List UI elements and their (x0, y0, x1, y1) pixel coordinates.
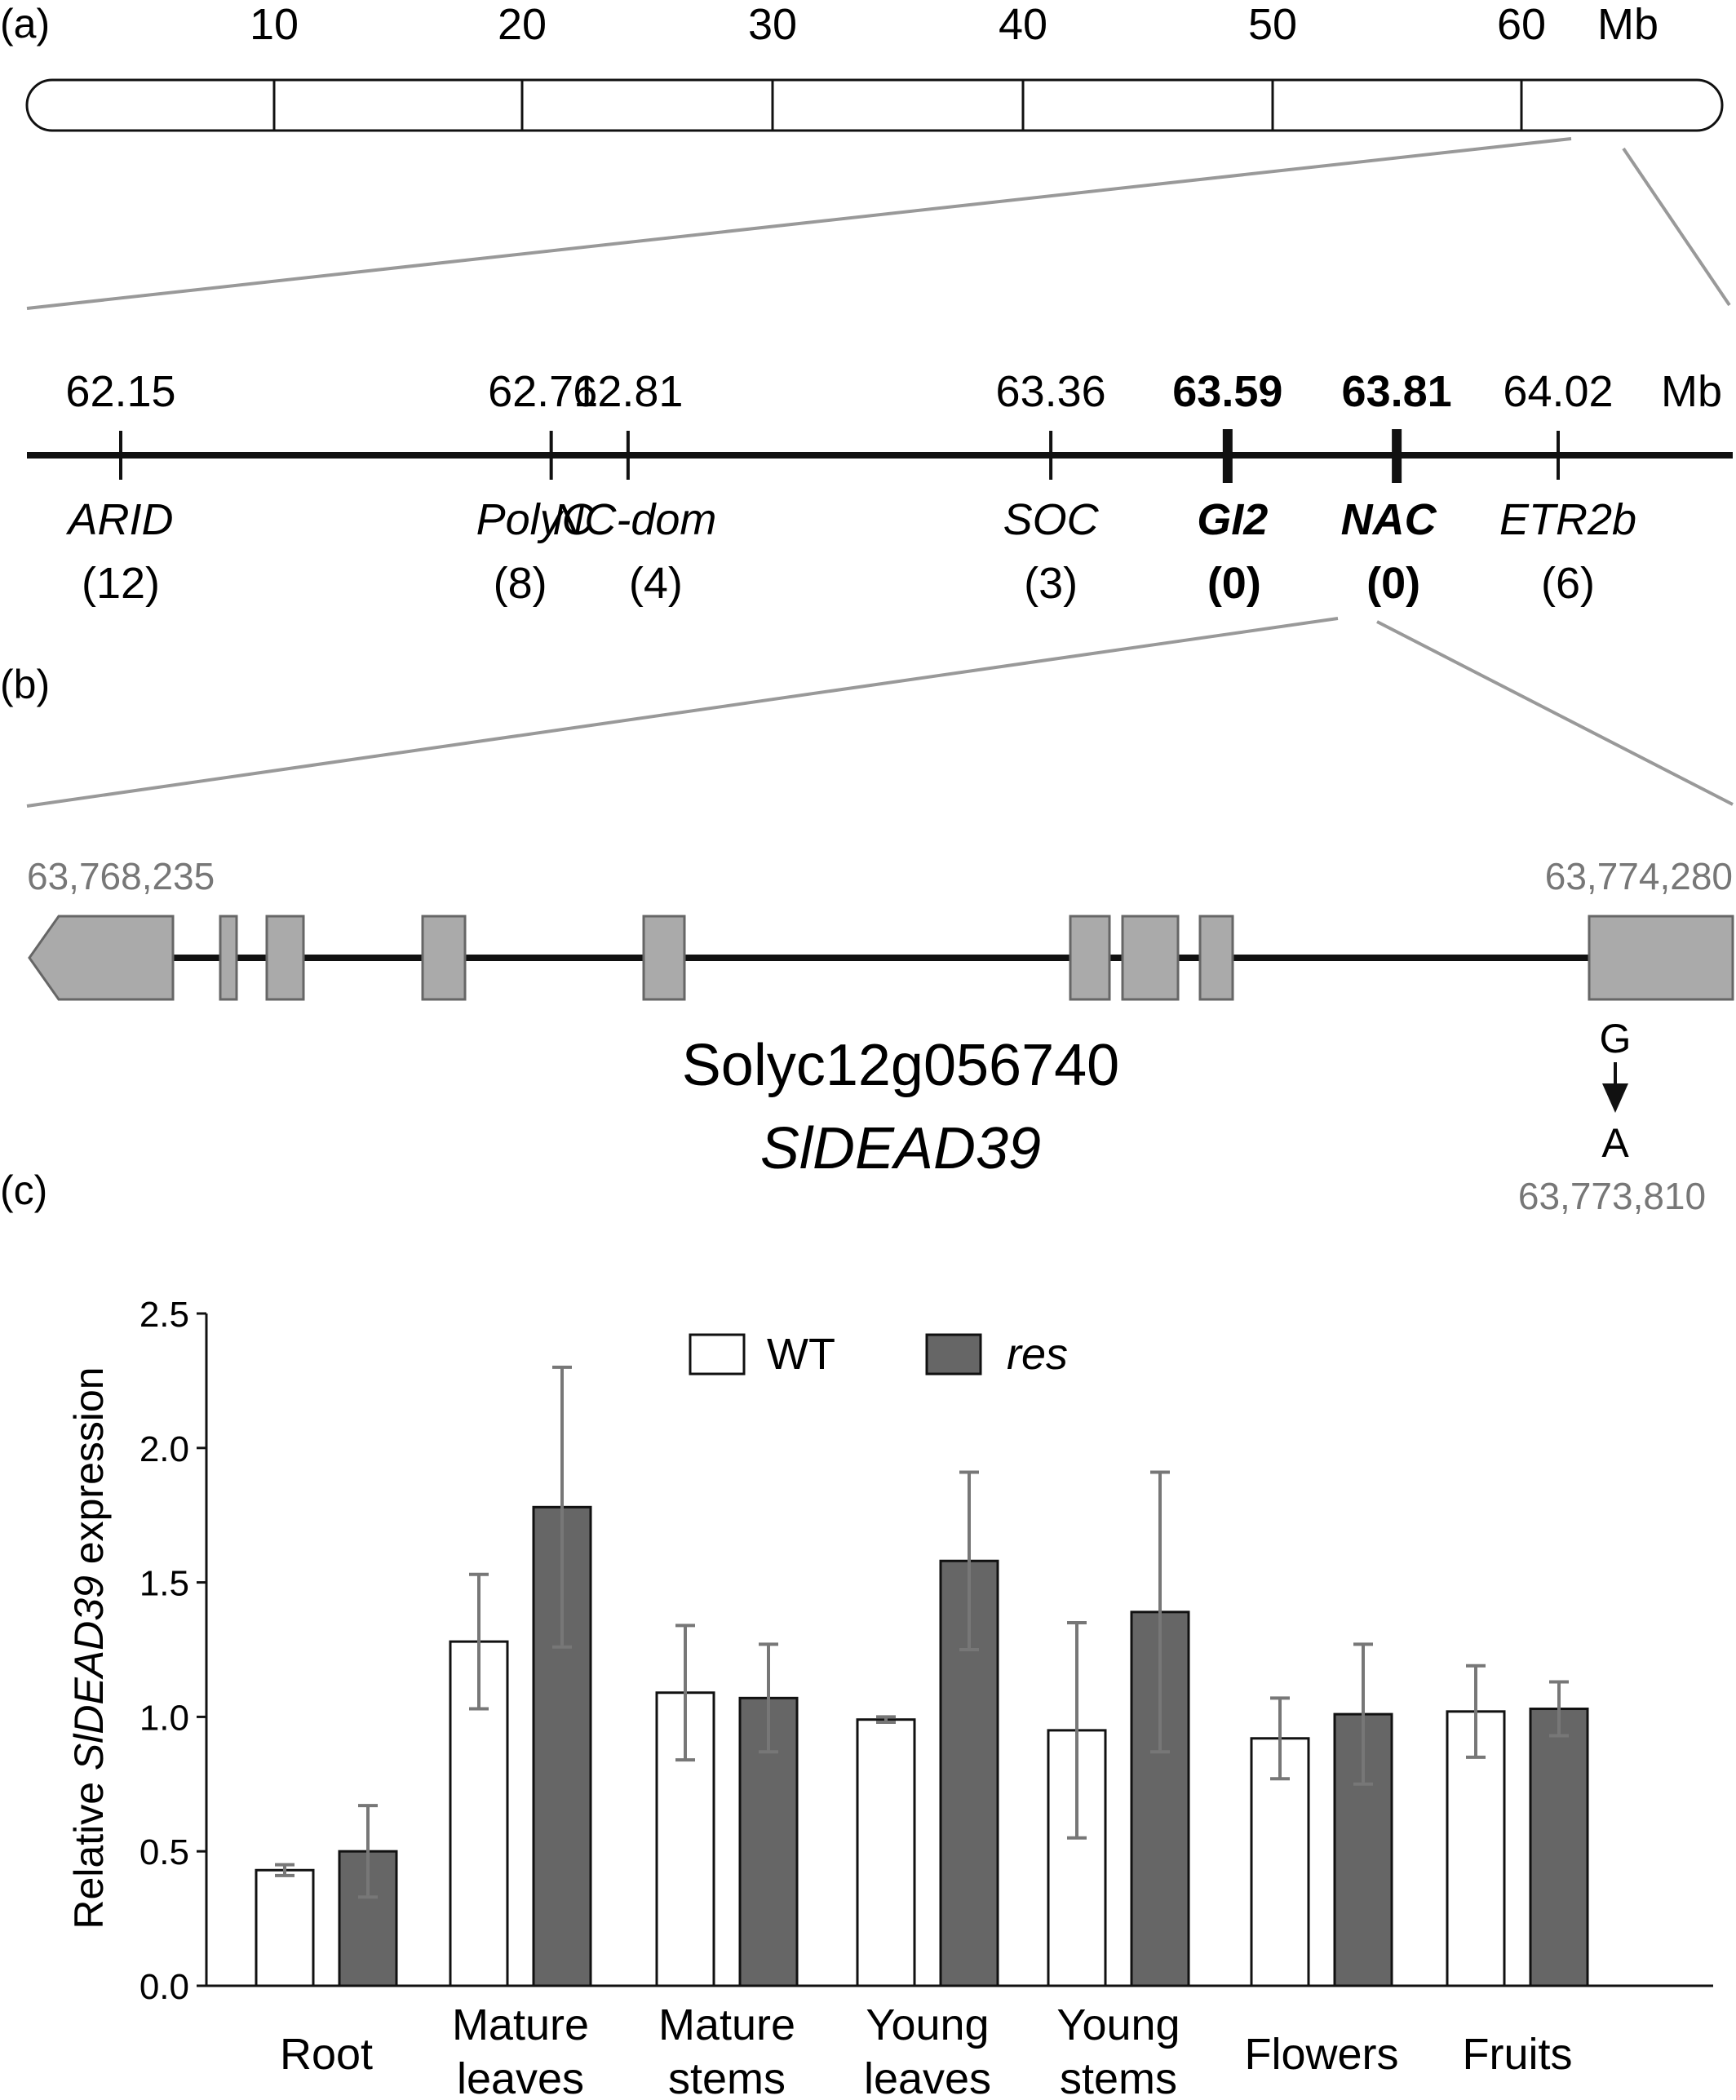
bar-wt (255, 1868, 315, 1987)
panel-c-label: (c) (0, 1167, 47, 1213)
x-tick-label: stems (668, 2054, 786, 2100)
marker-count: (0) (1207, 559, 1261, 608)
legend-swatch-res (925, 1333, 982, 1376)
gene-name: SlDEAD39 (760, 1116, 1041, 1181)
bar-wt (856, 1718, 916, 1987)
marker-count: (0) (1366, 559, 1420, 608)
marker-gene: NAC (1341, 495, 1437, 544)
marker-gene: NC-dom (552, 495, 716, 544)
bar-series (255, 1365, 1589, 1987)
x-tick-label: Young (1056, 2000, 1180, 2049)
marker-position: 62.81 (573, 367, 683, 416)
exon (1069, 915, 1111, 1001)
exon-5prime (1588, 915, 1734, 1001)
marker-gene: PolyC (476, 495, 595, 544)
y-tick-label: 0.0 (140, 1967, 189, 2007)
exon (421, 915, 467, 1001)
marker-position: 64.02 (1503, 367, 1613, 416)
legend-label-wt: WT (767, 1330, 835, 1379)
gene-id: Solyc12g056740 (682, 1033, 1119, 1098)
mutation-arrow-head (1602, 1083, 1628, 1113)
legend-swatch-wt (689, 1333, 746, 1376)
panel-b-label: (b) (0, 662, 50, 707)
y-tick-label: 1.5 (140, 1564, 189, 1604)
marker-position: 62.15 (65, 367, 175, 416)
marker-count: (12) (82, 559, 160, 608)
marker-gene: ARID (65, 495, 173, 544)
exon (642, 915, 686, 1001)
exon (1121, 915, 1180, 1001)
chromosome-tick-labels: 10 20 30 40 50 60 (250, 0, 1546, 49)
exon (219, 915, 238, 1001)
chromosome-dividers (272, 80, 1523, 131)
bar-wt (449, 1640, 509, 1987)
chromosome-tick-label: 40 (999, 0, 1047, 49)
mutation-coord: 63,773,810 (1518, 1175, 1706, 1217)
marker-count: (4) (629, 559, 683, 608)
bar-res (1529, 1708, 1589, 1987)
y-ticks: 0.0 0.5 1.0 1.5 2.0 2.5 (140, 1295, 206, 2007)
y-tick-label: 2.0 (140, 1429, 189, 1469)
marker-gene: GI2 (1197, 495, 1268, 544)
y-axis-label-gene: SlDEAD39 (66, 1575, 112, 1770)
legend-label-res: res (1007, 1330, 1068, 1379)
zoom-lines-b (26, 617, 1734, 808)
zoom-lines-a (26, 137, 1731, 310)
marker-gene: ETR2b (1499, 495, 1636, 544)
marker-position: 63.59 (1172, 367, 1282, 416)
bar-wt (655, 1691, 715, 1987)
x-tick-label: leaves (457, 2054, 584, 2100)
chromosome-unit: Mb (1597, 0, 1658, 49)
mutation-from: G (1600, 1016, 1632, 1061)
marker-list: 62.15 ARID (12) 62.71 PolyC (8) 62.81 NC-dom (4)… (65, 367, 1636, 608)
chromosome-tick-label: 30 (748, 0, 797, 49)
marker-count: (8) (494, 559, 547, 608)
y-tick-label: 2.5 (140, 1295, 189, 1335)
marker-count: (6) (1541, 559, 1595, 608)
chromosome-bar (25, 78, 1724, 132)
marker-position: 62.71 (488, 367, 598, 416)
panel-a-label: (a) (0, 1, 50, 47)
x-tick-label: Fruits (1463, 2030, 1573, 2079)
marker-count: (3) (1024, 559, 1078, 608)
gene-end-coord: 63,774,280 (1545, 855, 1733, 897)
chromosome-tick-label: 20 (498, 0, 547, 49)
legend: WT res (689, 1330, 1068, 1379)
x-tick-label: Young (866, 2000, 989, 2049)
chromosome-tick-label: 10 (250, 0, 299, 49)
y-tick-label: 0.5 (140, 1832, 189, 1872)
marker-unit: Mb (1661, 367, 1722, 416)
marker-position: 63.36 (996, 367, 1106, 416)
exon-3prime-arrow (28, 915, 175, 1001)
exon (265, 915, 305, 1001)
x-tick-labels: Root Mature leaves Mature stems Young leaves Yo… (280, 2000, 1573, 2100)
y-axis-label-prefix: Relative (66, 1770, 112, 1929)
marker-position: 63.81 (1342, 367, 1452, 416)
mutation-to: A (1601, 1120, 1629, 1166)
x-tick-label: Root (280, 2030, 373, 2079)
y-axis-label: Relative SlDEAD39 expression (66, 1367, 112, 1929)
exon (1198, 915, 1234, 1001)
gene-model (28, 915, 1734, 1001)
x-tick-label: Flowers (1244, 2030, 1398, 2079)
chromosome-tick-label: 60 (1497, 0, 1546, 49)
marker-gene: SOC (1003, 495, 1100, 544)
x-tick-label: Mature (658, 2000, 795, 2049)
chromosome-tick-label: 50 (1248, 0, 1297, 49)
x-tick-label: stems (1060, 2054, 1177, 2100)
gene-start-coord: 63,768,235 (27, 855, 215, 897)
y-axis-label-suffix: expression (66, 1367, 112, 1575)
x-tick-label: leaves (864, 2054, 991, 2100)
x-tick-label: Mature (452, 2000, 589, 2049)
y-tick-label: 1.0 (140, 1698, 189, 1738)
